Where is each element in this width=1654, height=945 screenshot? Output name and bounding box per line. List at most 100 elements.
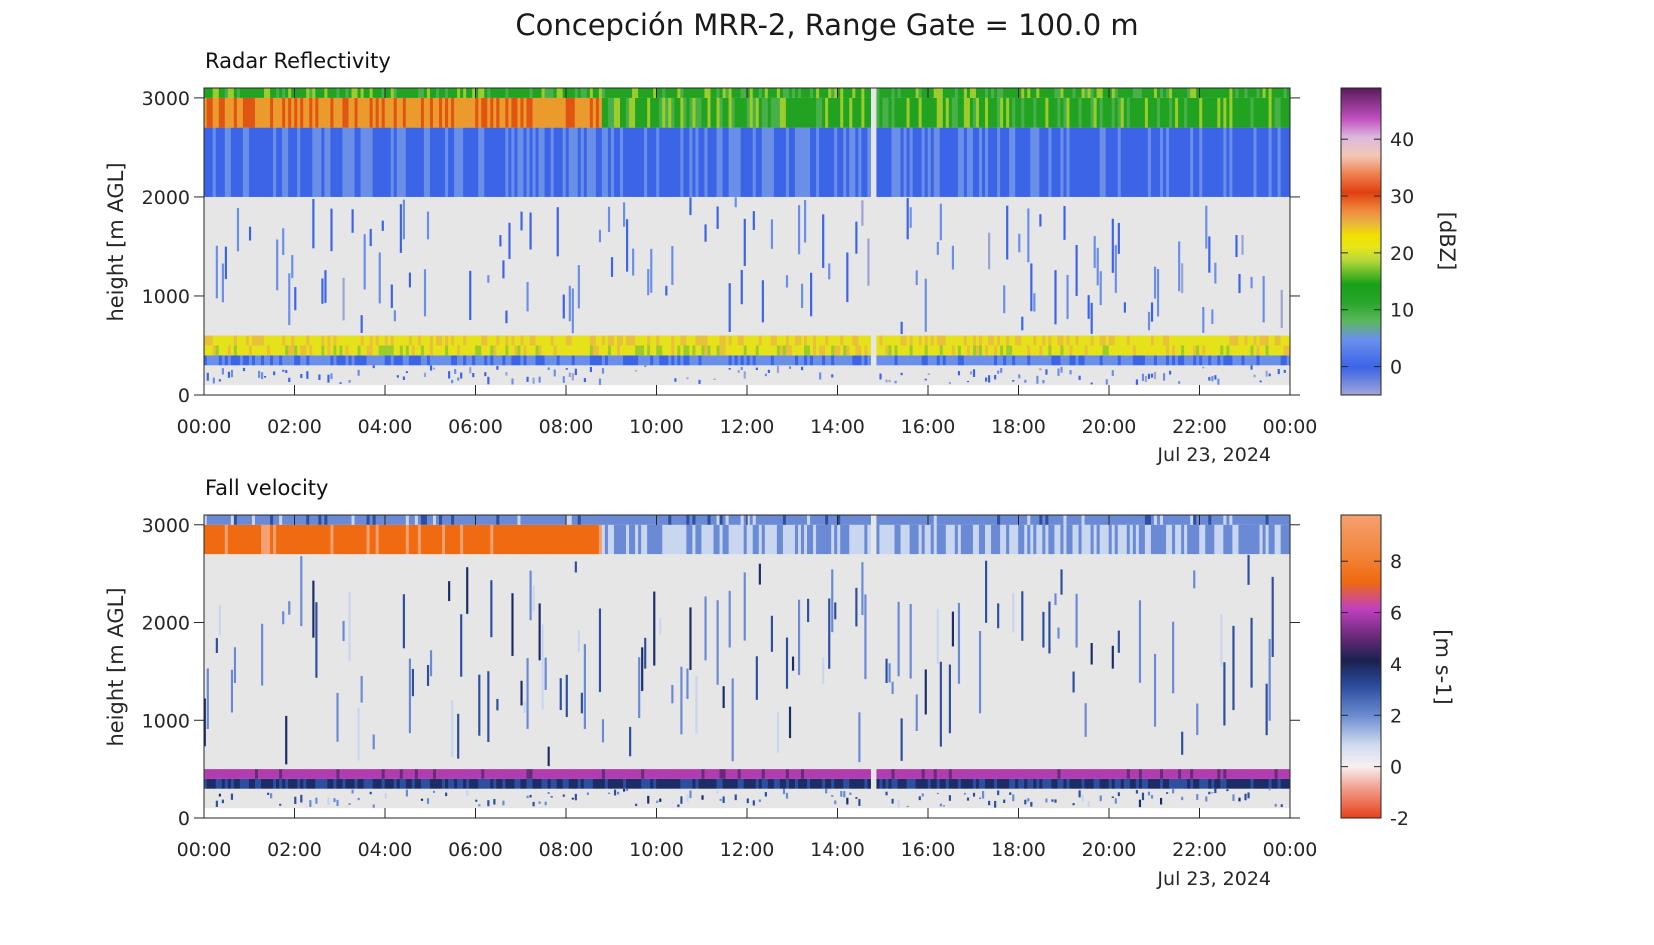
heatmap-cell	[215, 97, 220, 128]
heatmap-cell	[417, 515, 422, 525]
heatmap-cell	[635, 335, 639, 346]
heatmap-cell	[828, 88, 832, 98]
heatmap-cell	[1093, 778, 1098, 789]
heatmap-cell	[906, 88, 911, 98]
heatmap-cell	[1141, 792, 1145, 801]
heatmap-cell	[613, 88, 618, 98]
heatmap-cell	[930, 355, 935, 366]
heatmap-cell	[236, 207, 240, 252]
heatmap-cell	[378, 769, 383, 779]
heatmap-cell	[734, 335, 739, 346]
heatmap-cell	[448, 127, 452, 197]
heatmap-cell	[535, 515, 540, 525]
heatmap-cell	[550, 335, 555, 346]
heatmap-cell	[933, 524, 938, 555]
heatmap-cell	[638, 335, 642, 346]
heatmap-cell	[948, 795, 951, 801]
heatmap-cell	[1132, 345, 1137, 356]
heatmap-cell	[1117, 88, 1122, 98]
heatmap-cell	[722, 97, 727, 128]
heatmap-cell	[1030, 355, 1034, 366]
heatmap-cell	[683, 515, 687, 525]
heatmap-cell	[270, 97, 274, 128]
heatmap-cell	[1120, 335, 1125, 346]
heatmap-cell	[897, 88, 902, 98]
heatmap-cell	[1262, 127, 1267, 197]
heatmap-layer	[206, 365, 1286, 385]
heatmap-cell	[309, 524, 313, 555]
heatmap-cell	[849, 97, 853, 128]
heatmap-cell	[505, 355, 509, 366]
heatmap-cell	[258, 335, 262, 346]
heatmap-cell	[553, 778, 558, 789]
heatmap-cell	[562, 769, 567, 779]
heatmap-cell	[1232, 335, 1236, 346]
heatmap-cell	[303, 524, 307, 555]
heatmap-cell	[1268, 524, 1273, 555]
heatmap-cell	[822, 769, 826, 779]
heatmap-cell	[1244, 778, 1249, 789]
heatmap-cell	[1015, 127, 1019, 197]
heatmap-cell	[1135, 379, 1139, 385]
heatmap-cell	[499, 335, 503, 346]
heatmap-cell	[978, 345, 983, 356]
heatmap-cell	[957, 371, 961, 376]
heatmap-cell	[725, 335, 730, 346]
heatmap-cell	[469, 355, 473, 366]
heatmap-cell	[632, 769, 636, 779]
heatmap-cell	[635, 345, 639, 356]
heatmap-cell	[1090, 382, 1093, 385]
heatmap-cell	[1202, 778, 1206, 789]
heatmap-cell	[547, 335, 552, 346]
heatmap-cell	[1039, 97, 1043, 128]
heatmap-cell	[828, 97, 832, 128]
heatmap-cell	[662, 515, 666, 525]
heatmap-cell	[508, 524, 512, 555]
heatmap-cell	[589, 335, 594, 346]
heatmap-cell	[535, 769, 540, 779]
heatmap-cell	[843, 769, 847, 779]
heatmap-cell	[1214, 769, 1218, 779]
heatmap-cell	[1283, 778, 1288, 789]
heatmap-cell	[991, 355, 995, 366]
heatmap-cell	[291, 255, 294, 279]
heatmap-cell	[1232, 769, 1236, 779]
heatmap-cell	[451, 335, 455, 346]
heatmap-cell	[683, 524, 687, 555]
heatmap-cell	[1066, 769, 1071, 779]
heatmap-cell	[514, 127, 519, 197]
heatmap-cell	[1045, 778, 1049, 789]
heatmap-cell	[1181, 335, 1185, 346]
heatmap-cell	[939, 355, 944, 366]
heatmap-cell	[1087, 97, 1092, 128]
heatmap-cell	[620, 769, 624, 779]
heatmap-cell	[638, 769, 642, 779]
heatmap-cell	[1099, 515, 1104, 525]
heatmap-cell	[463, 127, 467, 197]
heatmap-cell	[897, 345, 902, 356]
heatmap-cell	[1072, 335, 1077, 346]
heatmap-cell	[921, 97, 926, 128]
heatmap-cell	[644, 335, 648, 346]
heatmap-cell	[1153, 127, 1158, 197]
heatmap-cell	[583, 88, 588, 98]
heatmap-cell	[773, 515, 778, 525]
heatmap-cell	[689, 88, 693, 98]
heatmap-cell	[662, 335, 666, 346]
heatmap-cell	[891, 515, 896, 525]
heatmap-cell	[448, 355, 452, 366]
heatmap-cell	[825, 788, 828, 794]
heatmap-cell	[209, 769, 214, 779]
heatmap-cell	[867, 524, 871, 555]
heatmap-cell	[779, 127, 784, 197]
heatmap-cell	[797, 515, 802, 525]
heatmap-cell	[782, 88, 787, 98]
heatmap-cell	[236, 778, 241, 789]
heatmap-cell	[1105, 97, 1110, 128]
heatmap-cell	[822, 515, 826, 525]
heatmap-cell	[574, 127, 579, 197]
heatmap-cell	[1235, 355, 1240, 366]
heatmap-cell	[1087, 335, 1092, 346]
heatmap-cell	[882, 97, 887, 128]
heatmap-cell	[761, 778, 766, 789]
